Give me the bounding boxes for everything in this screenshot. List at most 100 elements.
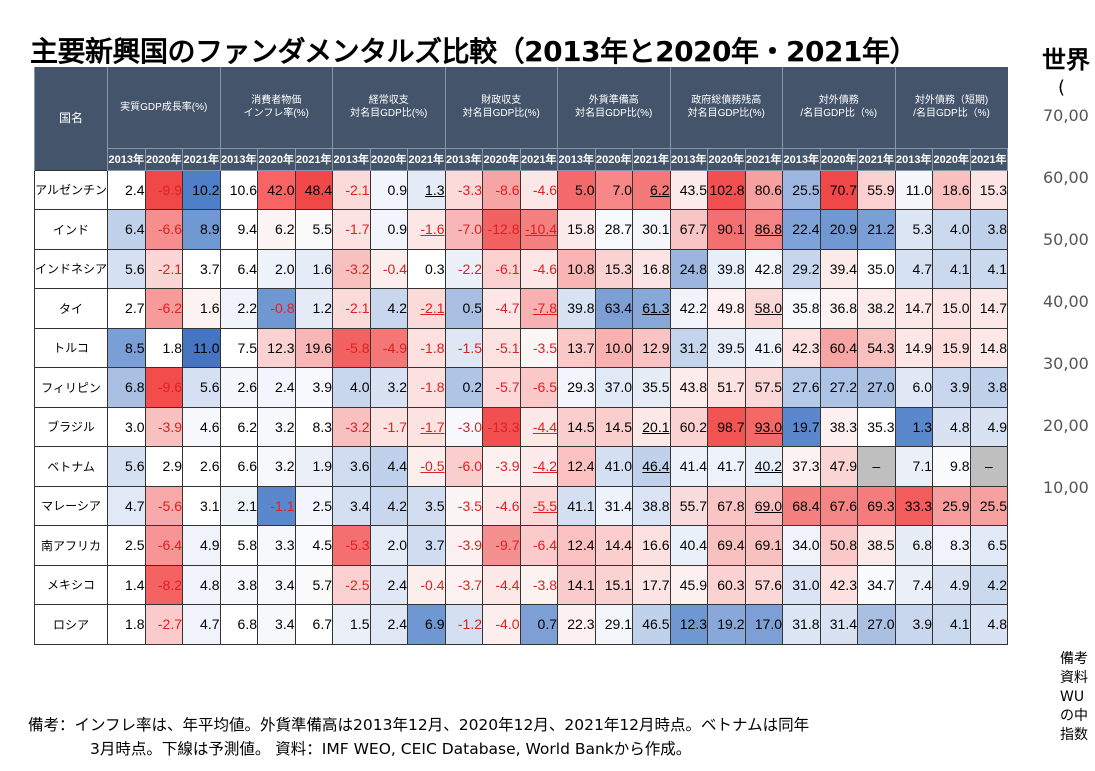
group-header-line2: 対名目GDP比(%)	[462, 108, 540, 120]
cell-value: -9.9	[157, 181, 183, 198]
cell-value: 20.9	[829, 221, 858, 238]
cell-value: 22.4	[792, 221, 820, 238]
cell-value: -3.0	[457, 418, 483, 435]
cell-value: 98.7	[717, 418, 745, 435]
table-cell: 4.8	[969, 604, 1009, 645]
table-cell: 37.0	[594, 367, 634, 408]
cell-value: 37.0	[604, 379, 633, 396]
table-cell: -1.8	[407, 327, 446, 368]
cell-value: 0.9	[387, 221, 408, 238]
table-cell: 6.7	[294, 604, 334, 645]
table-cell: 6.4	[219, 248, 259, 289]
cell-value: 90.1	[717, 221, 745, 238]
table-cell: -5.7	[482, 367, 521, 408]
footnote: 備考：インフレ率は、年平均値。外貨準備高は2013年12月、2020年12月、2…	[28, 713, 809, 761]
cell-value: 11.0	[193, 339, 220, 356]
cell-value: 93.0	[754, 418, 783, 435]
table-cell: 1.6	[182, 288, 221, 329]
group-header-line2: 対名目GDP比(%)	[575, 108, 653, 120]
side-panel-title: 世界	[1042, 46, 1090, 74]
cell-value: -5.8	[345, 339, 370, 356]
table-cell: 19.2	[707, 604, 746, 645]
side-axis-tick: 70,00	[1043, 106, 1089, 125]
table-body: アルゼンチン 2.4 -9.9 10.2 10.6 42.0 48.4 -2.1 0.9 1.3-…	[33, 169, 1009, 645]
table-cell: 5.6	[107, 248, 146, 289]
table-cell: -4.6	[482, 485, 521, 526]
cell-value: 3.9	[950, 379, 970, 396]
side-note-line: 指数	[1060, 727, 1088, 743]
cell-value: 39.5	[717, 339, 745, 356]
cell-value: 35.8	[792, 300, 820, 317]
year-header: 2020年	[932, 147, 971, 171]
table-cell: 98.7	[707, 406, 746, 447]
cell-value: 34.7	[867, 576, 895, 593]
cell-value: 51.7	[717, 379, 745, 396]
table-cell: 15.0	[932, 288, 971, 329]
group-header-line2: /名目GDP比（%)	[913, 108, 990, 120]
cell-value: 17.7	[642, 576, 670, 593]
table-cell: -3.2	[332, 406, 371, 447]
cell-value: 3.0	[125, 418, 145, 435]
table-cell: 21.2	[857, 209, 896, 250]
table-cell: 14.4	[594, 525, 634, 566]
cell-value: 3.2	[275, 418, 295, 435]
cell-value: 55.9	[867, 181, 895, 198]
table-cell: -0.5	[407, 446, 446, 487]
table-cell: 34.7	[857, 564, 896, 605]
cell-value: -3.2	[345, 418, 370, 435]
cell-value: 36.8	[829, 300, 858, 317]
cell-value: 69.3	[867, 497, 895, 514]
table-cell: -6.2	[144, 288, 184, 329]
table-cell: -1.2	[444, 604, 484, 645]
side-axis-tick: 50,00	[1043, 230, 1089, 249]
table-cell: 6.8	[107, 367, 146, 408]
table-cell: 19.6	[294, 327, 334, 368]
table-cell: 3.8	[969, 209, 1009, 250]
table-cell: 45.9	[669, 564, 709, 605]
table-cell: -6.1	[482, 248, 521, 289]
country-name: アルゼンチン	[33, 169, 109, 210]
table-cell: 4.9	[932, 564, 971, 605]
cell-value: 4.7	[200, 616, 220, 633]
table-cell: 3.8	[969, 367, 1009, 408]
country-name: ロシア	[33, 604, 109, 645]
table-cell: -3.0	[444, 406, 484, 447]
table-cell: -5.5	[519, 485, 559, 526]
cell-value: 3.7	[200, 260, 220, 277]
table-cell: 41.1	[557, 485, 596, 526]
table-cell: -3.8	[519, 564, 559, 605]
cell-value: 68.4	[792, 497, 820, 514]
table-cell: 9.4	[219, 209, 259, 250]
cell-value: 2.0	[387, 537, 408, 554]
cell-value: 5.6	[125, 260, 145, 277]
cell-value: 5.3	[912, 221, 933, 238]
table-cell: 93.0	[744, 406, 784, 447]
table-cell: 4.7	[107, 485, 146, 526]
cell-value: 58.0	[754, 300, 783, 317]
cell-value: 6.4	[125, 221, 145, 238]
table-cell: -3.9	[144, 406, 184, 447]
table-cell: 14.1	[557, 564, 596, 605]
group-header-3: 財政収支 対名目GDP比(%)	[444, 67, 558, 148]
table-cell: 27.0	[857, 604, 896, 645]
cell-value: -1.7	[382, 418, 408, 435]
table-cell: 3.9	[894, 604, 934, 645]
table-cell: 25.5	[969, 485, 1009, 526]
side-axis-tick: 60,00	[1043, 168, 1089, 187]
table-cell: 35.5	[632, 367, 671, 408]
side-note-line: 備考	[1060, 651, 1088, 667]
country-name: インドネシア	[33, 248, 109, 289]
cell-value: 4.1	[950, 616, 970, 633]
table-cell: 8.5	[107, 327, 146, 368]
table-cell: 3.4	[332, 485, 371, 526]
table-cell: 12.9	[632, 327, 671, 368]
cell-value: 1.9	[312, 458, 333, 475]
cell-value: 20.1	[642, 418, 670, 435]
cell-value: 4.1	[987, 260, 1008, 277]
cell-value: 29.2	[792, 260, 820, 277]
table-cell: 4.0	[332, 367, 371, 408]
cell-value: -6.5	[532, 379, 558, 396]
cell-value: 2.4	[275, 379, 295, 396]
cell-value: 35.3	[867, 418, 895, 435]
group-header-6: 対外債務/名目GDP比（%)	[782, 67, 896, 148]
